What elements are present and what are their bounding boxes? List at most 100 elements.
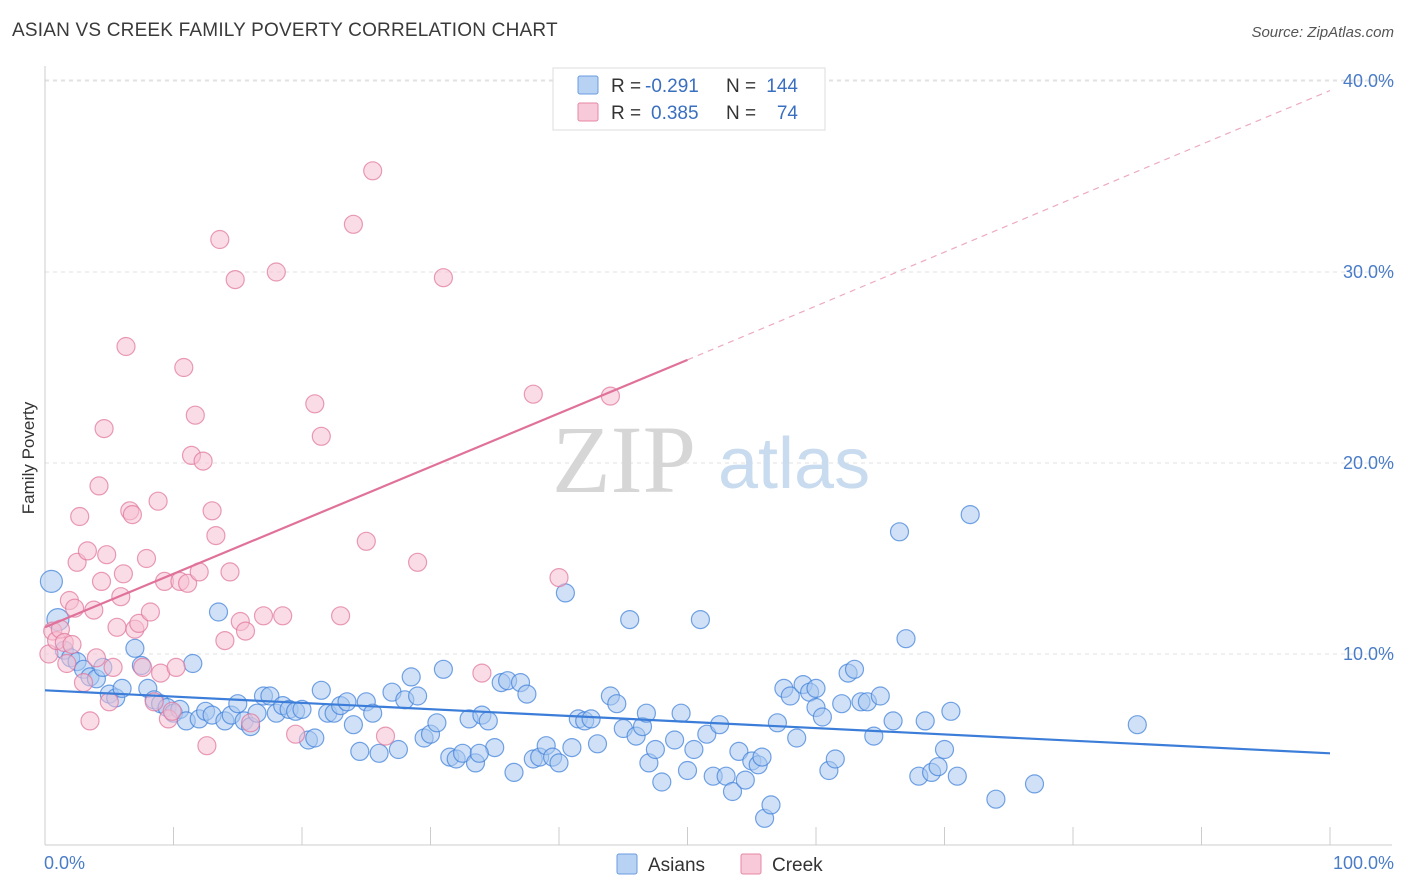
point-creek-21 — [103, 657, 123, 678]
point-asians-129 — [915, 711, 935, 731]
chart-source: Source: ZipAtlas.com — [1251, 24, 1394, 41]
point-asians-45 — [337, 692, 357, 712]
point-asians-131 — [928, 757, 948, 777]
point-asians-107 — [761, 795, 781, 815]
point-asians-96 — [690, 609, 711, 630]
point-creek-30 — [133, 657, 153, 678]
point-asians-138 — [1127, 715, 1147, 735]
point-asians-81 — [581, 709, 601, 729]
point-asians-95 — [684, 739, 704, 760]
legend-n-label-asians: N = — [726, 76, 756, 97]
point-creek-20 — [99, 692, 119, 712]
point-asians-93 — [671, 703, 691, 723]
point-asians-71 — [517, 684, 537, 704]
legend-n-value-creek: 74 — [777, 103, 799, 124]
point-asians-50 — [369, 743, 389, 763]
watermark-zip: ZIP — [552, 406, 696, 513]
point-creek-27 — [122, 504, 142, 525]
point-asians-94 — [677, 760, 698, 781]
point-creek-10 — [70, 506, 90, 527]
point-creek-66 — [363, 161, 383, 181]
point-creek-24 — [113, 564, 134, 584]
point-creek-41 — [174, 357, 194, 378]
point-creek-68 — [408, 552, 428, 572]
legend-r-value-asians: -0.291 — [645, 76, 699, 97]
legend-swatch-creek-bottom — [740, 853, 762, 875]
point-creek-29 — [129, 613, 149, 634]
series-legend: Asians Creek — [616, 853, 823, 876]
point-asians-97 — [697, 724, 717, 744]
point-creek-59 — [273, 606, 293, 626]
point-asians-142 — [636, 703, 657, 723]
point-asians-124 — [870, 686, 890, 706]
point-asians-49 — [363, 703, 383, 723]
trend-lines — [44, 89, 1331, 755]
point-creek-39 — [166, 657, 186, 678]
point-asians-91 — [652, 772, 672, 792]
point-creek-48 — [202, 501, 222, 521]
y-axis-label: Family Poverty — [19, 401, 38, 514]
point-asians-54 — [401, 667, 421, 687]
point-asians-21 — [183, 653, 203, 674]
legend-n-label-creek: N = — [726, 103, 756, 124]
point-asians-140 — [427, 713, 447, 733]
point-asians-25 — [208, 602, 229, 622]
point-creek-50 — [210, 229, 230, 250]
point-asians-38 — [292, 699, 312, 720]
point-asians-126 — [889, 522, 910, 542]
point-creek-13 — [80, 711, 100, 731]
point-asians-101 — [722, 781, 743, 802]
point-creek-67 — [375, 726, 396, 746]
legend-label-creek: Creek — [772, 855, 823, 876]
point-asians-65 — [478, 711, 498, 731]
point-creek-49 — [206, 525, 226, 546]
point-asians-108 — [767, 713, 788, 733]
point-creek-55 — [235, 621, 256, 641]
point-creek-60 — [286, 724, 306, 744]
point-creek-57 — [253, 606, 274, 626]
point-asians-139 — [806, 678, 826, 699]
point-creek-12 — [77, 541, 98, 561]
legend-r-label-creek: R = — [611, 103, 641, 124]
point-asians-12 — [125, 638, 145, 658]
point-creek-73 — [472, 663, 492, 683]
trend-line-creek — [44, 358, 688, 629]
point-asians-135 — [960, 504, 980, 525]
data-points — [39, 161, 1147, 828]
watermark-atlas: atlas — [718, 424, 870, 504]
point-asians-102 — [729, 741, 749, 762]
point-creek-47 — [197, 736, 217, 756]
point-asians-120 — [844, 659, 865, 679]
legend-n-value-asians: 144 — [766, 76, 798, 97]
point-creek-25 — [116, 336, 136, 357]
point-asians-84 — [607, 694, 627, 714]
chart-title: ASIAN VS CREEK FAMILY POVERTY CORRELATIO… — [12, 20, 558, 41]
point-asians-117 — [825, 749, 845, 769]
legend-label-asians: Asians — [648, 855, 705, 876]
point-creek-58 — [266, 262, 286, 282]
point-asians-125 — [883, 711, 903, 731]
point-creek-46 — [193, 451, 213, 471]
point-creek-17 — [91, 571, 112, 592]
point-creek-69 — [433, 268, 453, 288]
point-creek-64 — [343, 214, 363, 234]
axes — [44, 66, 1392, 846]
point-creek-65 — [356, 531, 376, 551]
legend-swatch-creek — [577, 102, 599, 122]
tick-labels: 10.0% 20.0% 30.0% 40.0% 0.0% 100.0% — [44, 71, 1394, 873]
point-asians-127 — [896, 629, 916, 649]
point-creek-16 — [89, 476, 109, 496]
point-creek-32 — [140, 602, 160, 622]
point-creek-61 — [305, 394, 325, 414]
point-asians-137 — [1024, 774, 1045, 794]
x-tick-label-max: 100.0% — [1333, 853, 1394, 873]
point-asians-41 — [311, 680, 331, 700]
point-creek-56 — [241, 713, 261, 733]
point-asians-86 — [620, 609, 640, 630]
point-creek-31 — [136, 548, 157, 569]
point-creek-71 — [549, 567, 569, 588]
point-asians-115 — [812, 707, 833, 727]
legend-r-label-asians: R = — [611, 76, 641, 97]
point-asians-40 — [305, 728, 325, 748]
point-creek-15 — [86, 648, 107, 668]
